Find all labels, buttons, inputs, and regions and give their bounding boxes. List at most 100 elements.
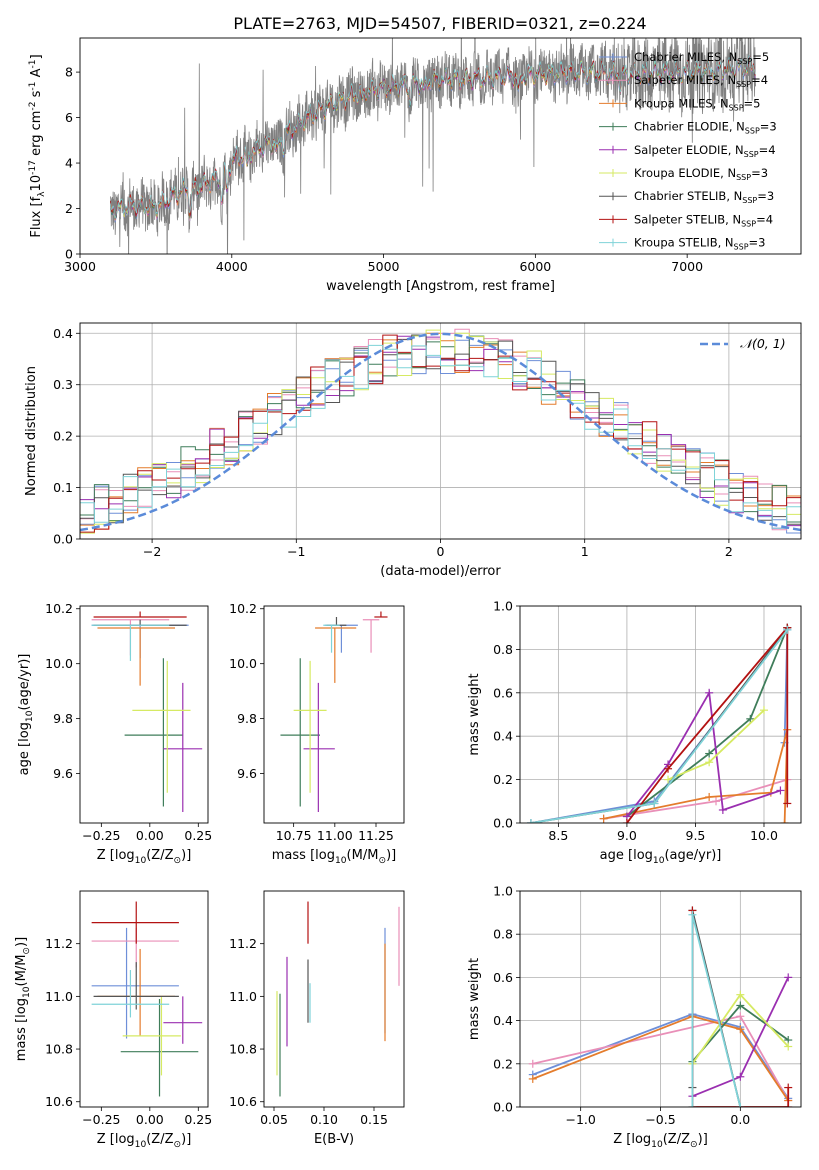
y-tick-label: 10.0	[45, 656, 73, 671]
y-tick-label: 11.0	[229, 989, 257, 1004]
x-tick-label: 9.5	[686, 828, 706, 843]
x-tick-label: 3000	[64, 259, 96, 274]
x-tick-label: 4000	[216, 259, 248, 274]
y-tick-label: 11.0	[45, 989, 73, 1004]
mass-weight-series	[532, 1013, 789, 1099]
y-tick-label: 4	[65, 156, 73, 171]
y-tick-label: 0.2	[493, 772, 513, 787]
axes-frame	[79, 605, 209, 824]
y-tick-label: 1.0	[493, 884, 513, 899]
y-tick-label: 10.2	[45, 601, 73, 616]
y-tick-label: 0.4	[53, 326, 73, 341]
legend-label: Kroupa MILES, NSSP=5	[634, 96, 760, 112]
legend-label: Salpeter STELIB, NSSP=4	[634, 212, 773, 228]
x-axis-label: E(B-V)	[314, 1132, 354, 1147]
x-tick-label: −2	[143, 544, 161, 559]
x-tick-label: 11.00	[317, 828, 353, 843]
y-axis-label: Normed distribution	[24, 366, 39, 496]
legend-label: Kroupa STELIB, NSSP=3	[634, 236, 765, 252]
x-axis-label: Z [log10(Z/Z⊙)]	[613, 1132, 708, 1150]
x-axis-label: (data-model)/error	[380, 564, 501, 579]
legend-label: Salpeter MILES, NSSP=4	[634, 73, 768, 89]
x-tick-label: 0	[437, 544, 445, 559]
x-tick-label: −0.25	[82, 828, 120, 843]
x-tick-label: 2	[725, 544, 733, 559]
y-tick-label: 0.4	[493, 1013, 513, 1028]
x-tick-label: −1.0	[565, 1112, 595, 1127]
axes-mass_vs_Z: −0.25 0.00 0.25 10.6 10.8 11.0 11.2 Z [log10(Z/…	[14, 890, 212, 1150]
y-tick-label: 0.8	[493, 642, 513, 657]
y-tick-label: 0.2	[493, 1056, 513, 1071]
axes-frame	[519, 605, 802, 824]
x-tick-label: 7000	[671, 259, 703, 274]
axes-frame	[79, 322, 802, 540]
plot-area-mass_vs_Z	[91, 901, 203, 1097]
y-tick-label: 0.3	[53, 377, 73, 392]
mass-weight-series	[532, 1015, 789, 1102]
x-axis-label: Z [log10(Z/Z⊙)]	[97, 848, 192, 866]
plot-area-spectrum	[110, 38, 756, 254]
y-tick-label: 9.8	[53, 711, 73, 726]
residual-histogram-series	[80, 344, 801, 529]
x-axis-label: wavelength [Angstrom, rest frame]	[326, 279, 555, 294]
x-axis-label: Z [log10(Z/Z⊙)]	[97, 1132, 192, 1150]
y-tick-label: 6	[65, 110, 73, 125]
spectrum-legend: Chabrier MILES, NSSP=5 Salpeter MILES, NS…	[599, 50, 777, 252]
x-tick-label: 6000	[519, 259, 551, 274]
x-tick-label: 8.5	[548, 828, 568, 843]
y-tick-label: 10.8	[45, 1042, 73, 1057]
axes-mass_vs_ebv: 0.05 0.10 0.15 10.6 10.8 11.0 11.2 E(B-V)	[229, 890, 405, 1147]
mass-weight-series	[626, 625, 789, 823]
x-tick-label: 10.0	[750, 828, 778, 843]
legend-label: Chabrier ELODIE, NSSP=3	[634, 120, 777, 136]
plot-area-massweight_vs_age	[520, 606, 801, 823]
axes-age_vs_mass: 10.75 11.00 11.25 9.6 9.8 10.0 10.2 mass [log10…	[229, 601, 405, 866]
x-tick-label: −0.25	[82, 1112, 120, 1127]
y-axis-label: mass weight	[467, 958, 482, 1040]
legend-label: Chabrier MILES, NSSP=5	[634, 50, 769, 66]
y-tick-label: 1.0	[493, 599, 513, 614]
figure-title: PLATE=2763, MJD=54507, FIBERID=0321, z=0…	[233, 14, 646, 33]
y-axis-label: age [log10(age/yr)]	[17, 654, 35, 776]
plot-area-age_vs_Z	[91, 611, 203, 813]
y-tick-label: 9.6	[237, 766, 257, 781]
model-spectrum-line	[110, 54, 756, 219]
y-tick-label: 0.1	[53, 480, 73, 495]
x-tick-label: −1	[287, 544, 305, 559]
y-tick-label: 10.6	[45, 1094, 73, 1109]
y-tick-label: 11.2	[45, 936, 73, 951]
plot-area-age_vs_mass	[280, 611, 388, 813]
legend-label: Salpeter ELODIE, NSSP=4	[634, 143, 776, 159]
x-tick-label: 0.15	[360, 1112, 388, 1127]
y-axis-label: mass weight	[467, 673, 482, 755]
y-tick-label: 2	[65, 201, 73, 216]
x-tick-label: 0.00	[136, 1112, 164, 1127]
x-tick-label: 0.25	[184, 1112, 212, 1127]
x-tick-label: 10.75	[276, 828, 312, 843]
legend-label: Chabrier STELIB, NSSP=3	[634, 189, 774, 205]
axes-age_vs_Z: −0.25 0.00 0.25 9.6 9.8 10.0 10.2 Z [log10(Z/Z⊙…	[17, 601, 212, 866]
x-tick-label: 0.05	[260, 1112, 288, 1127]
mass-weight-series	[691, 914, 742, 1107]
legend-label: Kroupa ELODIE, NSSP=3	[634, 166, 768, 182]
residual-legend: 𝒩(0, 1)	[700, 336, 786, 351]
axes-frame	[263, 890, 405, 1108]
plot-area-massweight_vs_Z	[520, 891, 801, 1107]
axes-spectrum: 3000 4000 5000 6000 7000 0 2 4 6 8 wavelength [Ang…	[28, 37, 802, 294]
x-tick-label: 0.25	[184, 828, 212, 843]
plot-area-mass_vs_ebv	[276, 901, 400, 1097]
axes-frame	[79, 37, 802, 255]
y-tick-label: 11.2	[229, 936, 257, 951]
x-tick-label: 5000	[368, 259, 400, 274]
axes-residuals: −2 −1 0 1 2 0.0 0.1 0.2 0.3 0.4 (data-model)/error…	[24, 322, 802, 579]
y-tick-label: 0.8	[493, 927, 513, 942]
x-tick-label: 0.0	[730, 1112, 750, 1127]
y-tick-label: 0.0	[53, 532, 73, 547]
x-tick-label: 9.0	[617, 828, 637, 843]
axes-frame	[519, 890, 802, 1108]
y-tick-label: 0.4	[493, 729, 513, 744]
y-tick-label: 0.2	[53, 429, 73, 444]
y-tick-label: 8	[65, 65, 73, 80]
y-tick-label: 0.6	[493, 970, 513, 985]
y-tick-label: 0.6	[493, 685, 513, 700]
